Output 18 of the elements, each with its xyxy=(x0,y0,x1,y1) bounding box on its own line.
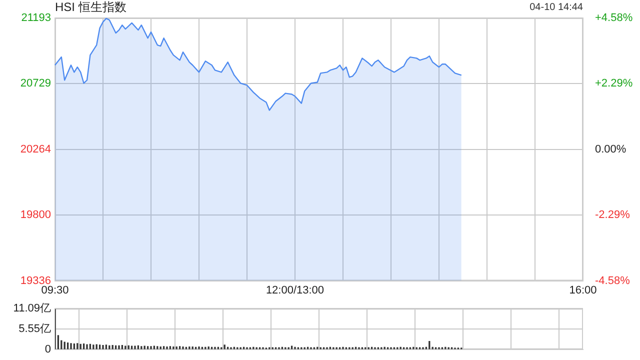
y-tick-label: 5.55亿 xyxy=(18,323,51,336)
y2-tick-label: -4.58% xyxy=(595,274,630,287)
y-tick-label: 21193 xyxy=(21,12,51,24)
y2-tick-label: 0.00% xyxy=(595,143,626,156)
x-tick-label: 16:00 xyxy=(569,284,597,296)
x-tick-label: 12:00/13:00 xyxy=(266,284,324,296)
y-tick-label: 0 xyxy=(44,343,51,356)
y2-tick-label: +4.58% xyxy=(595,12,633,24)
text: 04-10 14:44 xyxy=(530,2,583,14)
y2-tick-label: -2.29% xyxy=(595,209,630,222)
y-tick-label: 20264 xyxy=(20,144,51,156)
y-tick-label: 11.09亿 xyxy=(13,302,51,315)
x-tick-label: 09:30 xyxy=(41,284,69,296)
y-tick-label: 20729 xyxy=(20,78,51,90)
chart-title: HSI 恒生指数 xyxy=(55,0,126,14)
y-tick-label: 19800 xyxy=(20,209,51,222)
y2-tick-label: +2.29% xyxy=(595,78,633,90)
y-tick-label: 19336 xyxy=(20,274,51,287)
